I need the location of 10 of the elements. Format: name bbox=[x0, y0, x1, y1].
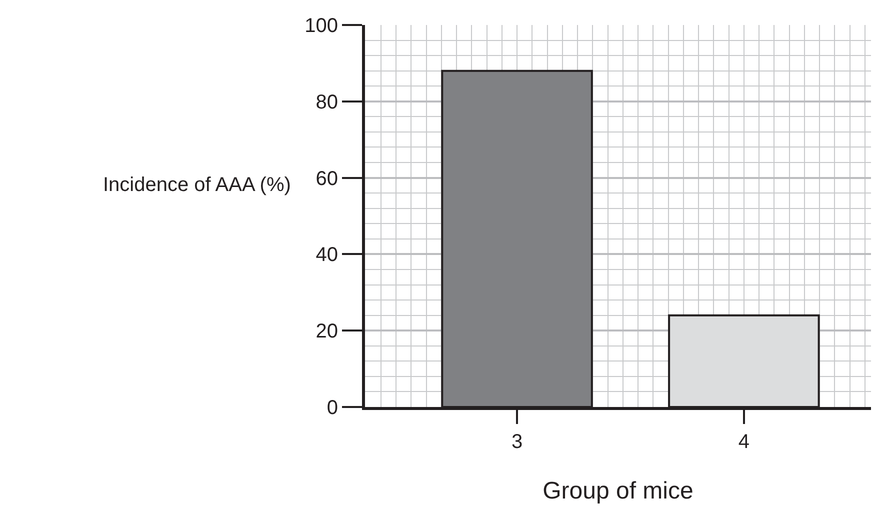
y-tick-label: 60 bbox=[316, 168, 338, 190]
y-tick-label: 100 bbox=[304, 15, 338, 37]
y-tick-label: 20 bbox=[316, 320, 338, 343]
x-tick-label: 3 bbox=[511, 431, 523, 453]
y-tick-label: 80 bbox=[316, 91, 338, 114]
y-tick-label: 40 bbox=[316, 244, 338, 266]
y-tick-label: 0 bbox=[326, 397, 338, 419]
x-axis-title: Group of mice bbox=[542, 477, 694, 504]
y-axis-title: Incidence of AAA (%) bbox=[103, 174, 291, 196]
x-tick-label: 4 bbox=[738, 431, 750, 453]
